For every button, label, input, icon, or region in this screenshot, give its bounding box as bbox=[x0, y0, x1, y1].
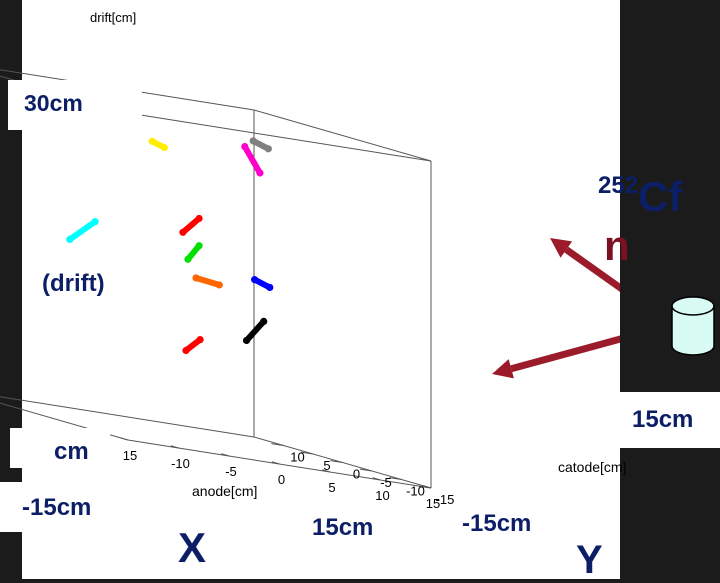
track-point bbox=[256, 169, 264, 177]
x-min-label: -15cm bbox=[22, 494, 92, 521]
track-point bbox=[249, 137, 257, 145]
z-axis-name-box bbox=[40, 262, 130, 302]
track-8 bbox=[251, 276, 274, 292]
y-tick-label: -10 bbox=[406, 484, 425, 499]
track-5 bbox=[179, 214, 203, 236]
x-axis-label: anode[cm] bbox=[192, 483, 257, 499]
track-point bbox=[242, 336, 251, 345]
track-line bbox=[243, 318, 267, 344]
y-tick-label: 0 bbox=[353, 467, 360, 482]
y-tick-label: -15 bbox=[436, 492, 455, 507]
track-point bbox=[215, 281, 223, 289]
track-point bbox=[182, 346, 190, 355]
y-tick bbox=[389, 477, 402, 480]
track-2 bbox=[148, 137, 168, 152]
track-4 bbox=[249, 137, 272, 153]
track-line bbox=[193, 274, 223, 288]
x-tick bbox=[271, 461, 280, 465]
x-tick-label: -10 bbox=[171, 456, 190, 471]
track-point bbox=[66, 235, 74, 244]
box-edge bbox=[127, 112, 432, 162]
track-point bbox=[196, 336, 204, 344]
track-point bbox=[91, 218, 99, 226]
y-tick-label: 10 bbox=[290, 450, 304, 465]
source-cylinder-icon bbox=[671, 296, 715, 356]
x-tick bbox=[120, 437, 129, 441]
track-point bbox=[195, 214, 203, 223]
z-max-label: 30cm bbox=[24, 90, 83, 116]
x-tick bbox=[372, 477, 381, 481]
track-3 bbox=[241, 143, 264, 177]
x-tick bbox=[322, 469, 331, 473]
y-tick-label: -5 bbox=[380, 475, 392, 490]
y-axis-name-label: Y bbox=[576, 538, 603, 582]
z-min-box bbox=[10, 428, 110, 468]
x-tick-label: 5 bbox=[328, 480, 335, 495]
x-min-box bbox=[0, 482, 132, 532]
arrow-down-head bbox=[492, 359, 514, 379]
z-axis-name-label: (drift) bbox=[42, 270, 105, 297]
track-9 bbox=[182, 336, 204, 355]
plot-panel-extension bbox=[22, 0, 338, 13]
x-tick-label: -5 bbox=[225, 464, 237, 479]
x-tick-label: 0 bbox=[278, 472, 285, 487]
track-point bbox=[148, 137, 156, 145]
track-point bbox=[266, 283, 274, 292]
z-axis-label: drift[cm] bbox=[90, 10, 136, 25]
track-1 bbox=[66, 218, 99, 244]
arrow-up-head bbox=[550, 238, 573, 258]
y-tick bbox=[300, 451, 314, 455]
track-line bbox=[66, 218, 99, 243]
track-point bbox=[260, 317, 268, 325]
y-tick bbox=[330, 460, 343, 463]
y-tick bbox=[359, 468, 373, 472]
x-tick bbox=[170, 445, 179, 449]
z-max-box bbox=[8, 80, 142, 130]
source-label: 252Cf bbox=[598, 172, 682, 221]
track-point bbox=[264, 145, 272, 153]
y-max-label: 15cm bbox=[632, 406, 694, 433]
track-10 bbox=[242, 317, 268, 345]
track-6 bbox=[184, 242, 203, 263]
y-tick bbox=[271, 443, 284, 446]
box-edge bbox=[0, 396, 255, 438]
track-point bbox=[184, 255, 192, 263]
track-7 bbox=[192, 274, 223, 289]
box-edge bbox=[253, 109, 432, 162]
z-min-label: cm bbox=[54, 438, 89, 465]
x-max-label: 15cm bbox=[312, 514, 374, 541]
y-tick-label: 5 bbox=[323, 458, 330, 473]
data-tracks bbox=[66, 137, 274, 355]
x-tick-label: 15 bbox=[123, 448, 137, 463]
y-axis-label: catode[cm] bbox=[558, 459, 626, 475]
track-point bbox=[160, 143, 168, 152]
x-tick-label: 15 bbox=[426, 496, 440, 511]
track-point bbox=[179, 228, 187, 236]
axis-ticks bbox=[120, 437, 432, 489]
x-tick-label: 10 bbox=[375, 488, 389, 503]
y-min-label: -15cm bbox=[462, 510, 532, 537]
track-point bbox=[192, 274, 200, 282]
track-point bbox=[251, 276, 259, 284]
x-axis-name-label: X bbox=[178, 524, 207, 571]
source-element: Cf bbox=[638, 173, 683, 220]
source-isotope-number: 252 bbox=[598, 172, 639, 199]
neutron-label: n bbox=[604, 222, 630, 269]
y-tick bbox=[418, 485, 432, 489]
x-tick bbox=[221, 453, 230, 457]
y-max-box bbox=[620, 392, 720, 448]
track-point bbox=[195, 242, 203, 250]
track-point bbox=[241, 143, 249, 151]
track-line bbox=[241, 143, 263, 176]
